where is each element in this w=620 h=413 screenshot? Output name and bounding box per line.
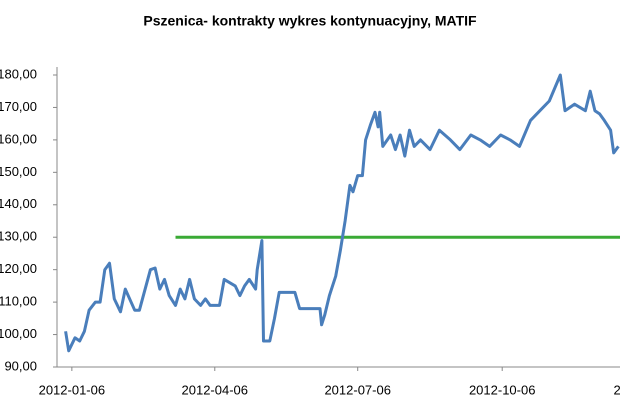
chart-title: Pszenica- kontrakty wykres kontynuacyjny… bbox=[143, 13, 477, 29]
y-tick-label: 150,00 bbox=[0, 164, 37, 179]
y-tick-label: 160,00 bbox=[0, 131, 37, 146]
x-tick-label: 2013-01-06 bbox=[613, 382, 620, 397]
y-tick-label: 180,00 bbox=[0, 66, 37, 81]
y-tick-label: 100,00 bbox=[0, 326, 37, 341]
y-tick-label: 130,00 bbox=[0, 229, 37, 244]
y-tick-label: 140,00 bbox=[0, 196, 37, 211]
x-tick-label: 2012-10-06 bbox=[469, 382, 536, 397]
x-tick-label: 2012-07-06 bbox=[324, 382, 391, 397]
y-tick-label: 110,00 bbox=[0, 294, 37, 309]
y-tick-label: 170,00 bbox=[0, 99, 37, 114]
line-series bbox=[64, 73, 620, 353]
y-tick-label: 90,00 bbox=[4, 358, 37, 373]
x-tick-label: 2012-01-06 bbox=[39, 382, 106, 397]
y-tick-label: 120,00 bbox=[0, 261, 37, 276]
x-tick-label: 2012-04-06 bbox=[182, 382, 249, 397]
